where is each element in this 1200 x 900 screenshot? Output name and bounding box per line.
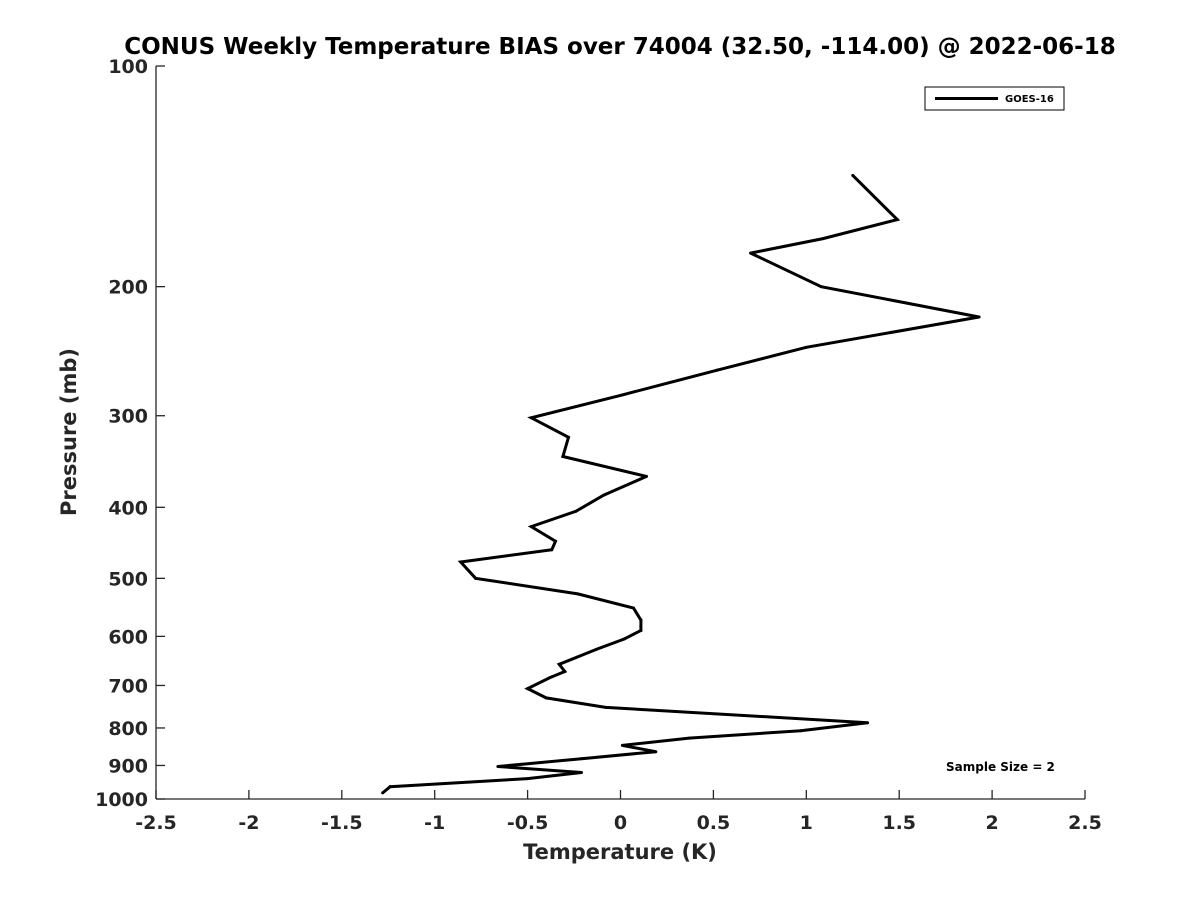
x-tick-label: 2.5 xyxy=(1068,812,1102,834)
data-point xyxy=(496,765,500,769)
series-line-goes-16 xyxy=(381,174,980,795)
data-point xyxy=(804,345,808,349)
data-point xyxy=(388,785,392,789)
data-point xyxy=(620,393,624,397)
x-tick-label: 0 xyxy=(614,812,627,834)
x-tick-label: -2 xyxy=(238,812,259,834)
data-point xyxy=(594,647,598,651)
data-point xyxy=(602,493,606,497)
chart-title: CONUS Weekly Temperature BIAS over 74004… xyxy=(124,34,1115,60)
data-point xyxy=(548,676,552,680)
x-tick-label: -0.5 xyxy=(507,812,549,834)
data-point xyxy=(557,662,561,666)
data-point xyxy=(632,606,636,610)
x-tick-label: 1 xyxy=(800,812,813,834)
x-tick-label: 1.5 xyxy=(882,812,916,834)
data-point xyxy=(687,736,691,740)
data-point xyxy=(866,721,870,725)
legend: GOES-16 xyxy=(924,86,1065,111)
y-tick-label: 500 xyxy=(108,568,148,590)
data-point xyxy=(579,757,583,761)
data-point xyxy=(526,687,530,691)
y-tick-label: 700 xyxy=(108,675,148,697)
data-point xyxy=(526,777,530,781)
data-point xyxy=(550,548,554,552)
data-point xyxy=(604,705,608,709)
data-point xyxy=(544,696,548,700)
y-tick-label: 400 xyxy=(108,497,148,519)
data-point xyxy=(799,729,803,733)
y-tick-label: 100 xyxy=(108,56,148,78)
y-axis-label: Pressure (mb) xyxy=(57,348,81,516)
data-point xyxy=(977,315,981,319)
data-point xyxy=(715,368,719,372)
data-point xyxy=(529,416,533,420)
data-point xyxy=(566,435,570,439)
data-point xyxy=(895,218,899,222)
data-point xyxy=(381,791,385,795)
data-point xyxy=(654,750,658,754)
y-tick-label: 800 xyxy=(108,718,148,740)
data-point xyxy=(819,285,823,289)
plot-axes xyxy=(155,66,1085,800)
data-point xyxy=(749,251,753,255)
data-point xyxy=(561,455,565,459)
data-point xyxy=(474,576,478,580)
sample-size-annotation: Sample Size = 2 xyxy=(946,760,1055,774)
x-tick-label: -1.5 xyxy=(321,812,363,834)
data-point xyxy=(622,637,626,641)
data-point xyxy=(563,670,567,674)
y-tick-label: 200 xyxy=(108,277,148,299)
data-point xyxy=(851,173,855,177)
y-tick-label: 300 xyxy=(108,406,148,428)
data-point xyxy=(553,539,557,543)
x-tick-label: -1 xyxy=(424,812,445,834)
x-tick-label: 2 xyxy=(985,812,998,834)
data-point xyxy=(620,743,624,747)
y-tick-label: 900 xyxy=(108,755,148,777)
data-point xyxy=(574,509,578,513)
y-axis-ticks: 100 200 300 400 500 600 700 800 900 1000 xyxy=(95,56,165,811)
data-point xyxy=(459,560,463,564)
data-point xyxy=(645,474,649,478)
x-tick-label: 0.5 xyxy=(697,812,731,834)
data-point xyxy=(821,237,825,241)
x-tick-label: -2.5 xyxy=(135,812,177,834)
data-point xyxy=(639,628,643,632)
data-point xyxy=(639,618,643,622)
data-point xyxy=(579,770,583,774)
data-point xyxy=(576,592,580,596)
x-axis-ticks: -2.5 -2 -1.5 -1 -0.5 0 0.5 1 1.5 2 2.5 xyxy=(135,790,1102,834)
series-layer xyxy=(381,173,981,795)
y-tick-label: 600 xyxy=(108,626,148,648)
legend-label-goes-16: GOES-16 xyxy=(1005,94,1054,105)
x-axis-label: Temperature (K) xyxy=(523,840,717,864)
y-tick-label: 1000 xyxy=(95,789,148,811)
data-point xyxy=(529,525,533,529)
